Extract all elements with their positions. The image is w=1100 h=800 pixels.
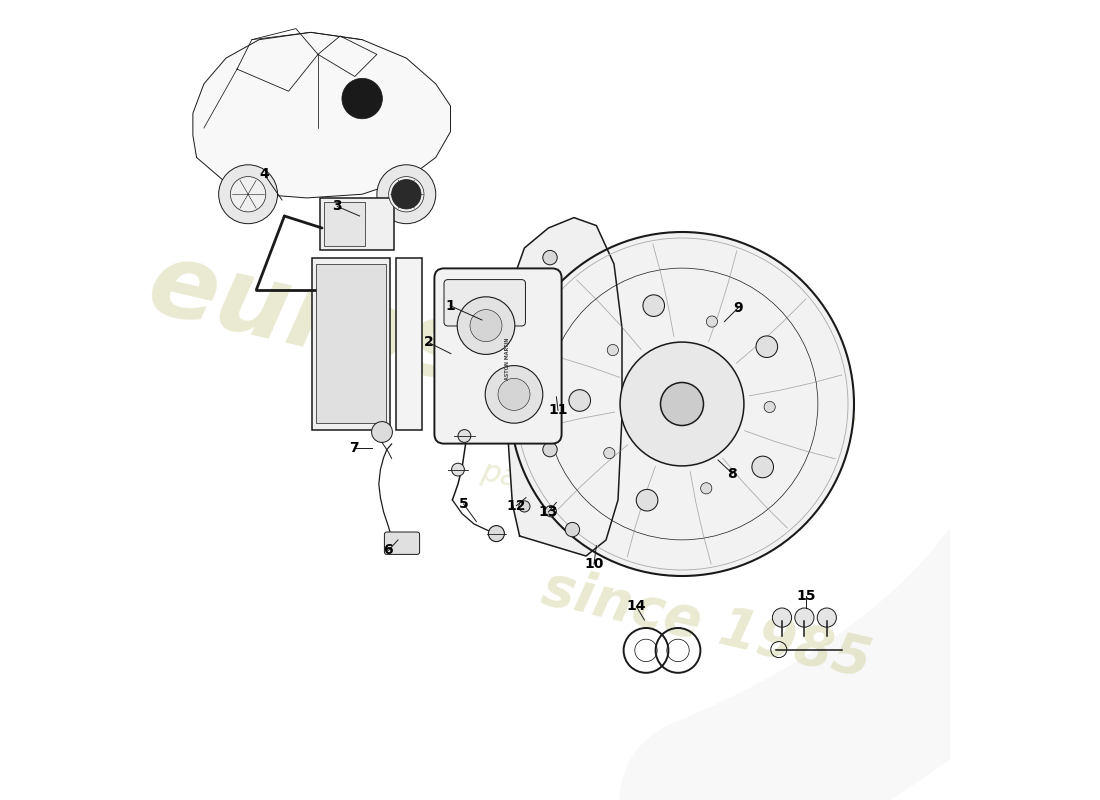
Circle shape bbox=[392, 179, 421, 209]
Circle shape bbox=[772, 608, 792, 627]
Text: 4: 4 bbox=[260, 167, 270, 182]
Circle shape bbox=[756, 336, 778, 358]
Circle shape bbox=[230, 177, 266, 212]
Circle shape bbox=[620, 342, 744, 466]
FancyBboxPatch shape bbox=[396, 258, 422, 430]
Text: 9: 9 bbox=[734, 301, 742, 315]
Text: 3: 3 bbox=[332, 199, 342, 214]
Polygon shape bbox=[508, 218, 622, 556]
Circle shape bbox=[764, 402, 776, 413]
Circle shape bbox=[607, 345, 618, 356]
Text: 2: 2 bbox=[424, 335, 433, 350]
Circle shape bbox=[470, 310, 502, 342]
Circle shape bbox=[458, 430, 471, 442]
Text: 7: 7 bbox=[349, 441, 359, 455]
FancyBboxPatch shape bbox=[324, 202, 365, 246]
Text: passion for parts: passion for parts bbox=[477, 457, 734, 543]
Circle shape bbox=[660, 382, 704, 426]
Polygon shape bbox=[192, 32, 451, 198]
Circle shape bbox=[388, 177, 424, 212]
Circle shape bbox=[546, 506, 557, 517]
Circle shape bbox=[701, 482, 712, 494]
Circle shape bbox=[372, 422, 393, 442]
Text: 6: 6 bbox=[384, 543, 393, 558]
Circle shape bbox=[817, 608, 836, 627]
Circle shape bbox=[342, 78, 383, 118]
Circle shape bbox=[219, 165, 277, 224]
Circle shape bbox=[377, 165, 436, 224]
Circle shape bbox=[498, 378, 530, 410]
Circle shape bbox=[642, 295, 664, 317]
FancyBboxPatch shape bbox=[316, 264, 386, 423]
Circle shape bbox=[519, 501, 530, 512]
Text: 11: 11 bbox=[548, 403, 568, 418]
FancyBboxPatch shape bbox=[320, 198, 394, 250]
Text: 1: 1 bbox=[446, 298, 455, 313]
Circle shape bbox=[565, 522, 580, 537]
Text: 5: 5 bbox=[459, 497, 469, 511]
Circle shape bbox=[452, 463, 464, 476]
Circle shape bbox=[706, 316, 717, 327]
Circle shape bbox=[795, 608, 814, 627]
Text: 13: 13 bbox=[539, 505, 558, 519]
Circle shape bbox=[542, 250, 558, 265]
Circle shape bbox=[485, 366, 542, 423]
FancyBboxPatch shape bbox=[444, 279, 526, 326]
Text: 14: 14 bbox=[627, 599, 646, 614]
FancyBboxPatch shape bbox=[311, 258, 390, 430]
Text: 12: 12 bbox=[507, 498, 526, 513]
Text: 8: 8 bbox=[727, 466, 737, 481]
Circle shape bbox=[752, 456, 773, 478]
Circle shape bbox=[458, 297, 515, 354]
Text: eurosquares: eurosquares bbox=[139, 234, 866, 494]
Circle shape bbox=[636, 490, 658, 511]
Text: ASTON MARTIN: ASTON MARTIN bbox=[505, 337, 510, 380]
Text: 15: 15 bbox=[796, 589, 816, 603]
Circle shape bbox=[604, 447, 615, 458]
FancyBboxPatch shape bbox=[384, 532, 419, 554]
Circle shape bbox=[488, 526, 505, 542]
Text: since 1985: since 1985 bbox=[537, 562, 876, 690]
FancyBboxPatch shape bbox=[434, 268, 562, 443]
Circle shape bbox=[542, 442, 558, 457]
Circle shape bbox=[510, 232, 854, 576]
Circle shape bbox=[569, 390, 591, 411]
Text: 10: 10 bbox=[584, 557, 604, 571]
